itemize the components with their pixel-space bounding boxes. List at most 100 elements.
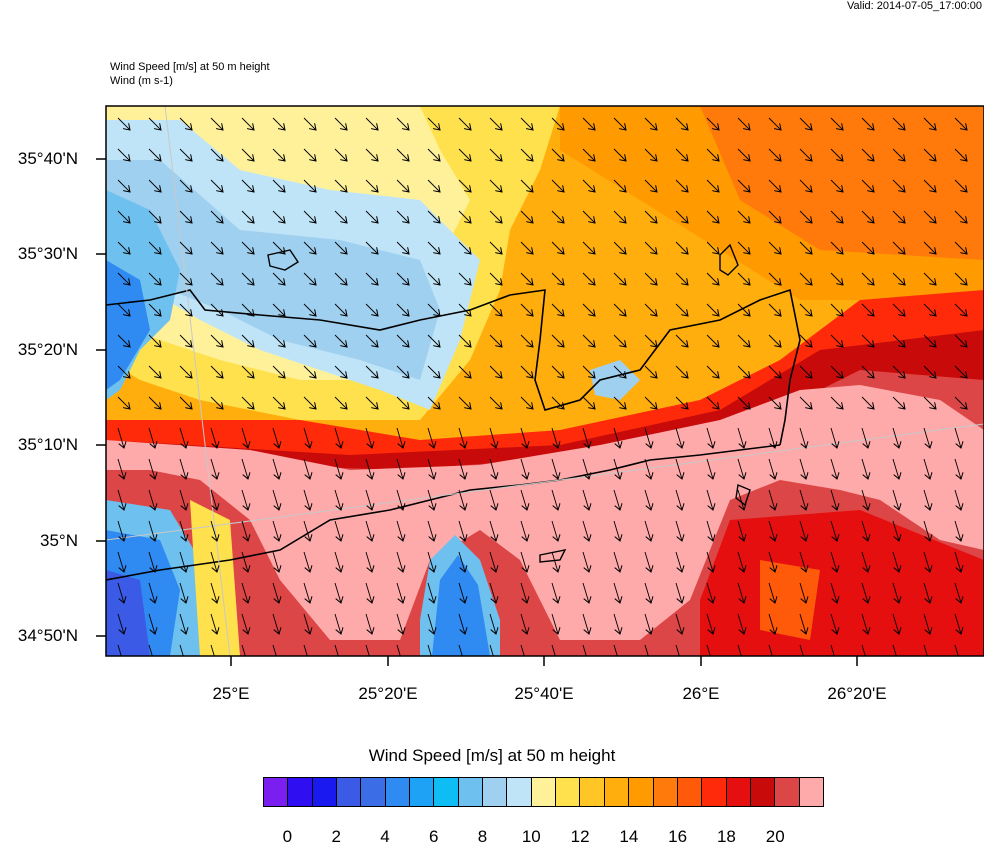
- wind-arrow: [458, 458, 465, 479]
- wind-arrow: [427, 334, 440, 347]
- wind-arrow: [148, 365, 161, 378]
- wind-arrow: [117, 272, 130, 285]
- wind-arrow: [644, 334, 657, 347]
- wind-arrow: [117, 117, 130, 130]
- wind-arrow: [675, 520, 682, 541]
- wind-arrow: [582, 241, 595, 254]
- wind-arrow: [334, 396, 347, 409]
- wind-arrow: [706, 582, 713, 603]
- wind-arrow: [954, 148, 967, 161]
- wind-arrow: [148, 272, 161, 285]
- wind-arrow: [458, 644, 463, 656]
- wind-arrow: [241, 241, 254, 254]
- wind-arrow: [396, 117, 409, 130]
- colorbar-swatch: [531, 778, 557, 806]
- colorbar-swatch: [337, 778, 362, 806]
- wind-arrow: [675, 551, 682, 572]
- wind-arrow: [582, 520, 589, 541]
- wind-arrow: [241, 334, 254, 347]
- wind-arrow: [613, 396, 626, 409]
- wind-arrow: [644, 489, 651, 510]
- wind-arrow: [706, 551, 713, 572]
- wind-arrow: [706, 179, 719, 192]
- wind-arrow: [892, 179, 905, 192]
- wind-arrow: [334, 489, 341, 510]
- colorbar-swatch: [458, 778, 484, 806]
- wind-arrow: [892, 613, 899, 634]
- wind-arrow: [644, 551, 651, 572]
- wind-arrow: [582, 582, 589, 603]
- wind-arrow: [427, 520, 434, 541]
- wind-arrow: [799, 241, 812, 254]
- wind-arrow: [303, 334, 316, 347]
- wind-arrow: [427, 551, 434, 572]
- wind-arrow: [148, 179, 161, 192]
- wind-arrow: [675, 458, 682, 479]
- wind-vectors: [117, 117, 967, 656]
- wind-arrow: [520, 613, 527, 634]
- wind-arrow: [923, 613, 930, 634]
- wind-arrow: [365, 272, 378, 285]
- wind-arrow: [923, 551, 930, 572]
- wind-arrow: [210, 644, 215, 656]
- map-frame: [105, 105, 984, 657]
- coastline-crete-north: [106, 288, 801, 446]
- wind-arrow: [334, 117, 347, 130]
- wind-arrow: [489, 365, 502, 378]
- wind-arrow: [954, 303, 967, 316]
- wind-arrow: [923, 644, 928, 656]
- wind-arrow: [272, 148, 285, 161]
- wind-arrow: [830, 241, 843, 254]
- wind-arrow: [892, 272, 905, 285]
- wind-arrow: [272, 117, 285, 130]
- colorbar-swatch: [677, 778, 703, 806]
- wind-arrow: [396, 241, 409, 254]
- wind-arrow: [365, 241, 378, 254]
- wind-arrow: [706, 117, 719, 130]
- wind-arrow: [210, 303, 223, 316]
- wind-arrow: [644, 427, 651, 448]
- wind-arrow: [179, 365, 192, 378]
- wind-arrow: [272, 582, 279, 603]
- wind-arrow: [923, 241, 936, 254]
- wind-arrow: [892, 334, 905, 347]
- wind-arrow: [799, 582, 806, 603]
- vector-title: Wind (m s-1): [110, 75, 173, 87]
- wind-arrow: [830, 396, 843, 409]
- wind-arrow: [582, 272, 595, 285]
- wind-arrow: [179, 427, 186, 448]
- wind-arrow: [396, 303, 409, 316]
- colorbar-swatch: [264, 778, 289, 806]
- wind-arrow: [396, 489, 403, 510]
- wind-arrow: [768, 613, 775, 634]
- wind-arrow: [458, 365, 471, 378]
- wind-arrow: [551, 210, 564, 223]
- wind-arrow: [489, 427, 496, 448]
- colorbar-swatch: [629, 778, 654, 806]
- wind-arrow: [396, 272, 409, 285]
- wind-arrow: [644, 241, 657, 254]
- wind-arrow: [148, 396, 161, 409]
- colorbar-tick-label: 12: [570, 827, 590, 846]
- wind-arrow: [551, 613, 558, 634]
- wind-arrow: [365, 458, 372, 479]
- wind-arrow: [520, 396, 533, 409]
- wind-arrow: [489, 210, 502, 223]
- wind-arrow: [520, 427, 527, 448]
- colorbar-swatch: [312, 778, 338, 806]
- colorbar-swatch: [775, 778, 800, 806]
- wind-arrow: [117, 334, 130, 347]
- wind-arrow: [427, 179, 440, 192]
- wind-arrow: [892, 396, 905, 409]
- wind-arrow: [210, 613, 217, 634]
- wind-arrow: [365, 520, 372, 541]
- wind-arrow: [520, 241, 533, 254]
- wind-arrow: [861, 489, 868, 510]
- wind-arrow: [241, 210, 254, 223]
- wind-arrow: [892, 303, 905, 316]
- colorbar-tick-label: 16: [668, 827, 688, 846]
- wind-arrow: [675, 303, 688, 316]
- wind-arrow: [768, 489, 775, 510]
- wind-arrow: [241, 272, 254, 285]
- wind-arrow: [551, 179, 564, 192]
